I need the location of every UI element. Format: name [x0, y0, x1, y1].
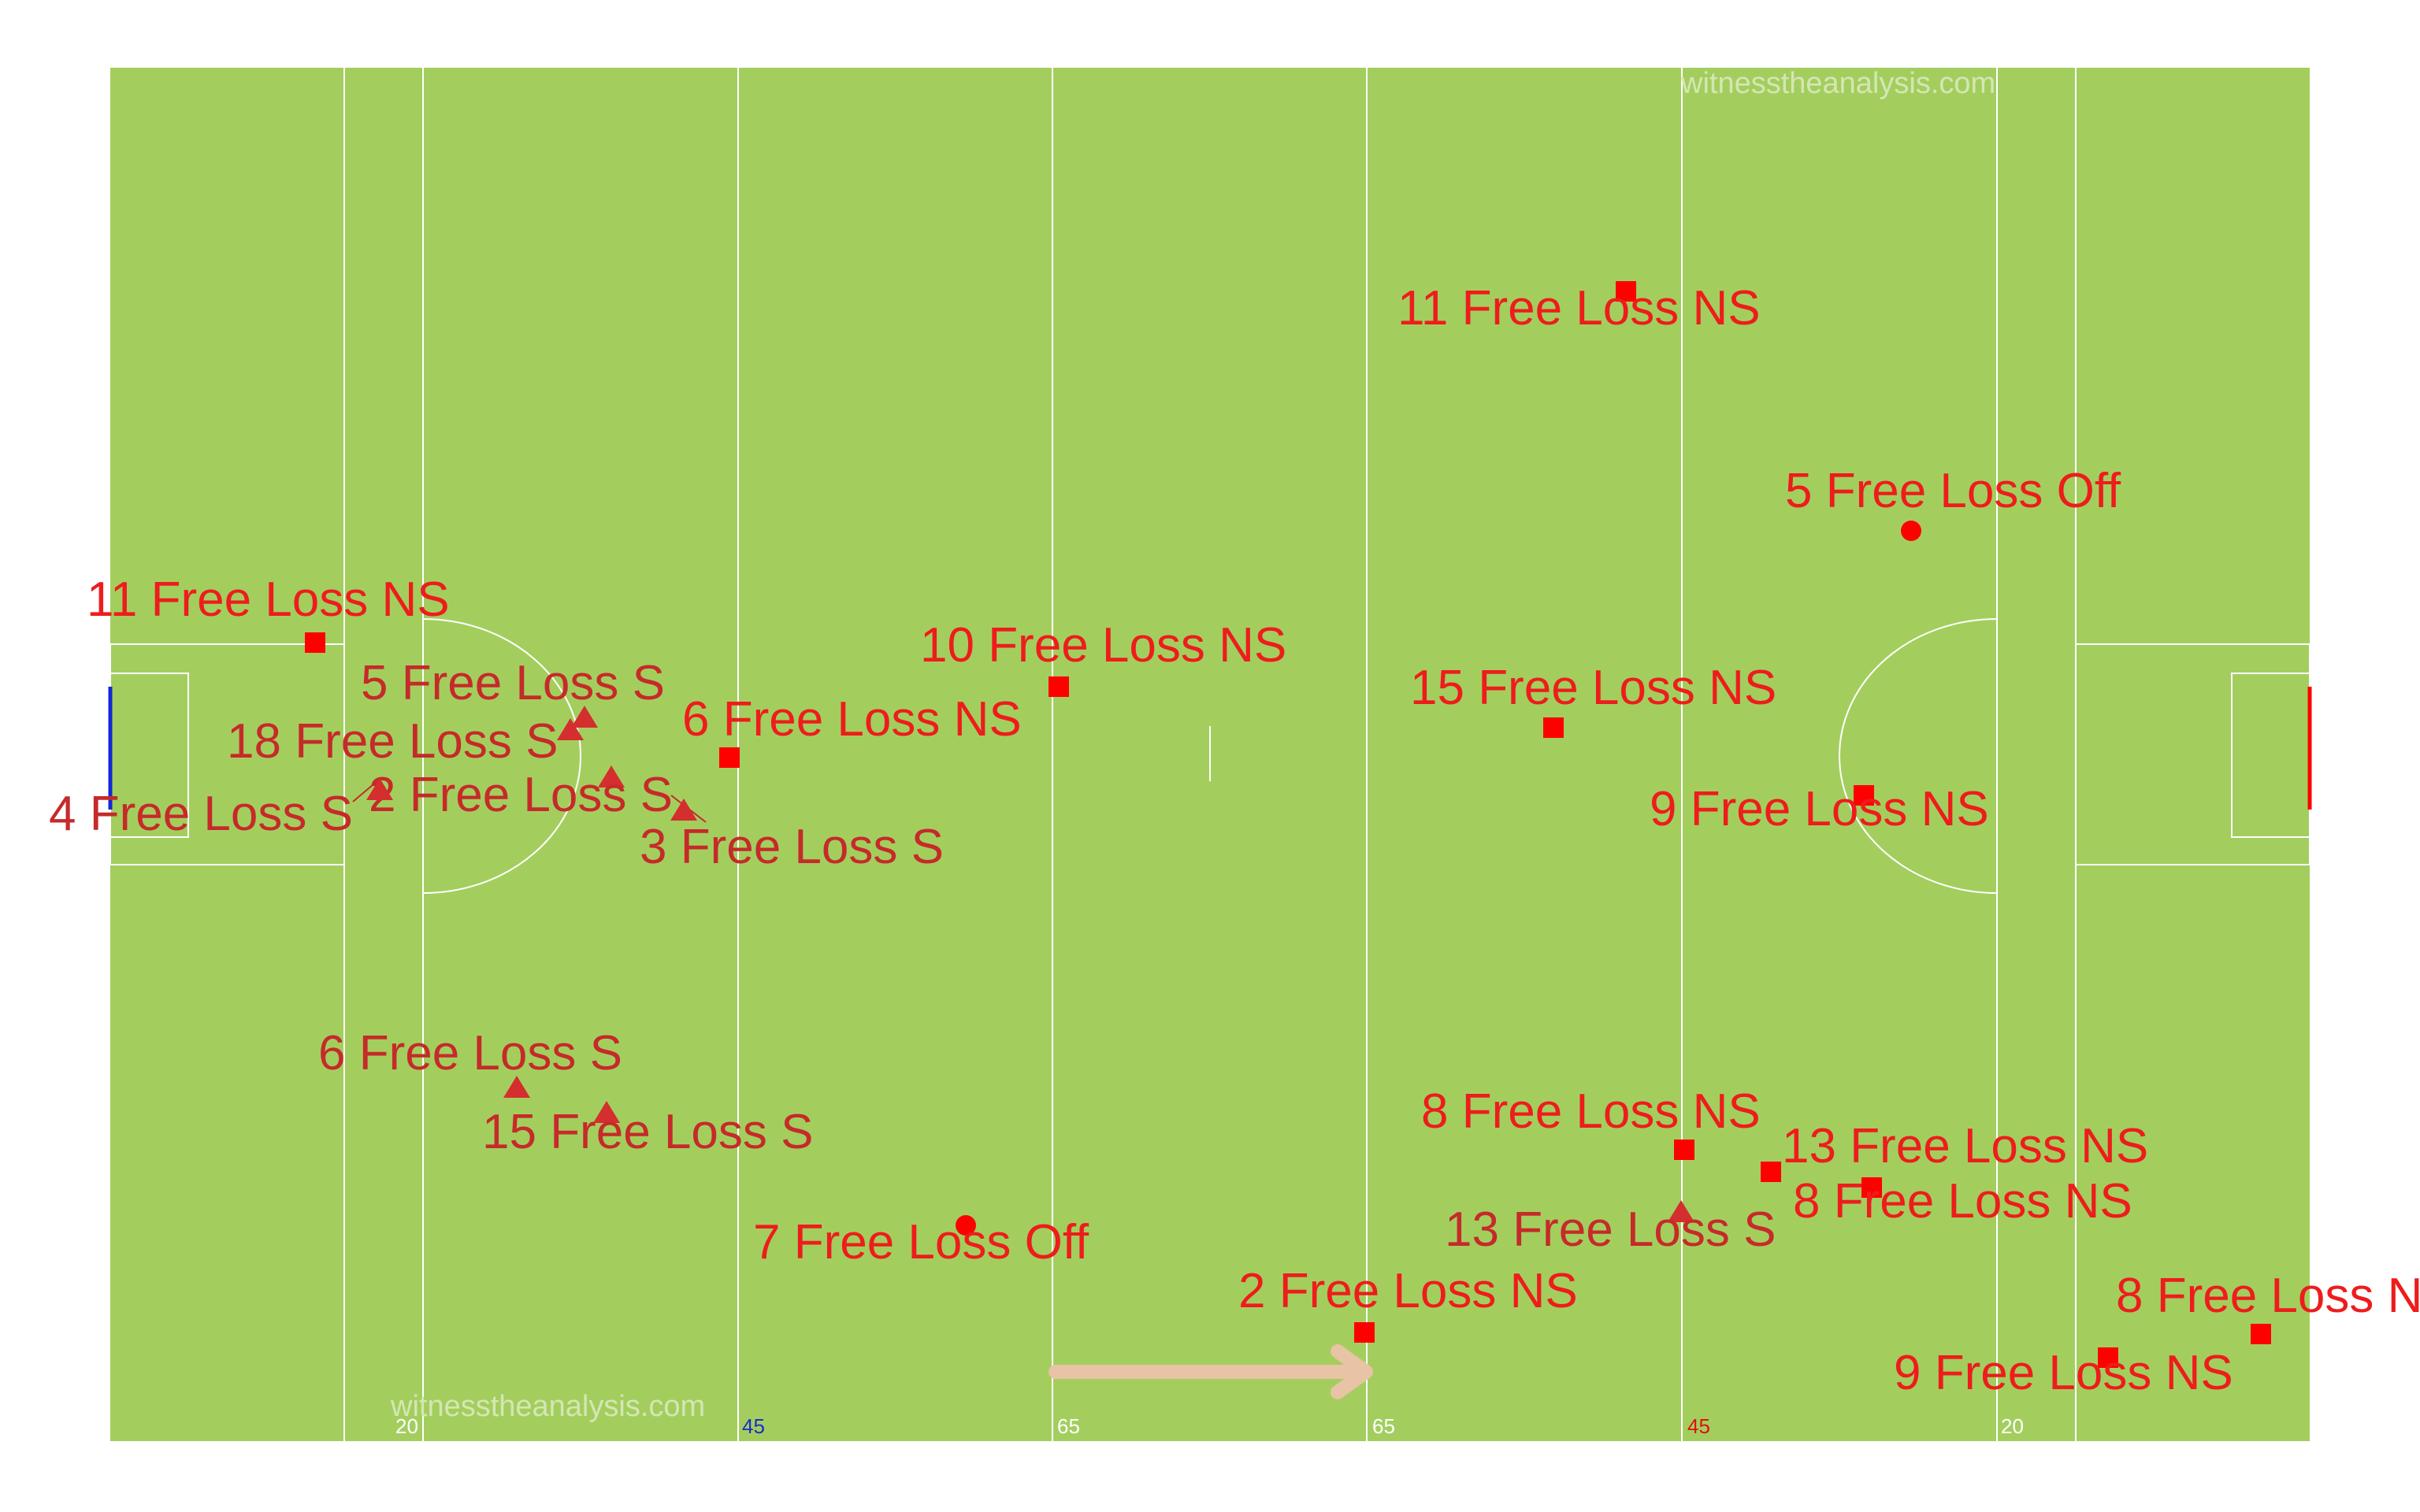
yard-label-left-45: 45	[742, 1414, 765, 1438]
yard-label-left-20: 20	[395, 1414, 418, 1438]
event-marker-2-free-loss-ns-square	[1354, 1322, 1375, 1343]
event-label-13-free-loss-s: 13 Free Loss S	[1445, 1203, 1776, 1257]
event-marker-8-free-loss-ns-square	[1861, 1177, 1882, 1198]
yard-label-left-65: 65	[1057, 1414, 1080, 1438]
event-label-7-free-loss-off: 7 Free Loss Off	[753, 1215, 1089, 1269]
event-marker-4-free-loss-s-triangle	[366, 778, 393, 800]
event-marker-10-free-loss-ns-square	[1049, 676, 1069, 697]
event-marker-11-free-loss-ns-square	[305, 632, 325, 653]
event-label-8-free-loss-ns: 8 Free Loss NS	[1793, 1174, 2132, 1228]
event-marker-9-free-loss-ns-square	[2098, 1347, 2118, 1368]
event-label-18-free-loss-s: 18 Free Loss S	[227, 714, 558, 769]
event-label-2-free-loss-s: 2 Free Loss S	[369, 768, 673, 822]
event-label-8-free-loss-ns: 8 Free Loss NS	[2116, 1269, 2420, 1323]
event-marker-2-free-loss-s-triangle	[598, 765, 625, 788]
event-marker-13-free-loss-ns-square	[1761, 1162, 1781, 1182]
event-label-3-free-loss-s: 3 Free Loss S	[640, 820, 944, 874]
event-label-5-free-loss-s: 5 Free Loss S	[361, 656, 665, 710]
event-marker-5-free-loss-s-triangle	[571, 706, 598, 728]
event-label-15-free-loss-s: 15 Free Loss S	[482, 1105, 813, 1159]
event-marker-7-free-loss-off-circle	[956, 1215, 976, 1236]
event-marker-9-free-loss-ns-square	[1854, 785, 1874, 806]
direction-arrow	[1049, 1344, 1373, 1399]
event-marker-11-free-loss-ns-square	[1616, 281, 1636, 302]
event-label-6-free-loss-s: 6 Free Loss S	[318, 1026, 622, 1080]
event-label-4-free-loss-s: 4 Free Loss S	[49, 787, 353, 841]
direction-arrow-head	[1331, 1344, 1373, 1399]
event-marker-3-free-loss-s-triangle	[670, 799, 697, 821]
event-marker-15-free-loss-s-triangle	[593, 1101, 620, 1123]
watermark-top: witnesstheanalysis.com	[1680, 67, 1995, 100]
event-marker-18-free-loss-s-triangle	[557, 718, 584, 740]
right-d-arc	[1839, 618, 1998, 894]
event-label-9-free-loss-ns: 9 Free Loss NS	[1894, 1346, 2233, 1400]
event-marker-15-free-loss-ns-square	[1543, 717, 1564, 738]
event-label-10-free-loss-ns: 10 Free Loss NS	[920, 618, 1286, 673]
yard-label-right-65: 65	[1372, 1414, 1395, 1438]
yard-labels: 20 45 65 65 45 20	[395, 1414, 2024, 1438]
event-label-11-free-loss-ns: 11 Free Loss NS	[1397, 281, 1761, 335]
events-layer: 11 Free Loss NS 5 Free Loss Off 11 Free Lo…	[49, 281, 2420, 1400]
event-marker-8-free-loss-ns-square	[1674, 1140, 1694, 1160]
pointer-line-4-free-loss-s	[352, 784, 374, 802]
event-marker-6-free-loss-ns-square	[719, 747, 740, 768]
event-label-6-free-loss-ns: 6 Free Loss NS	[682, 692, 1022, 747]
yard-label-right-45: 45	[1687, 1414, 1710, 1438]
event-marker-13-free-loss-s-triangle	[1668, 1200, 1694, 1222]
event-label-9-free-loss-ns: 9 Free Loss NS	[1650, 782, 1989, 836]
left-d-arc	[422, 618, 581, 894]
watermark-bottom: witnesstheanalysis.com	[390, 1390, 705, 1423]
event-label-15-free-loss-ns: 15 Free Loss NS	[1410, 661, 1776, 715]
yard-label-right-20: 20	[2001, 1414, 2024, 1438]
event-label-13-free-loss-ns: 13 Free Loss NS	[1782, 1119, 2148, 1173]
event-label-5-free-loss-off: 5 Free Loss Off	[1785, 464, 2121, 518]
event-marker-8-free-loss-ns-square	[2251, 1324, 2271, 1344]
event-label-11-free-loss-ns: 11 Free Loss NS	[87, 573, 450, 627]
event-label-8-free-loss-ns: 8 Free Loss NS	[1421, 1084, 1761, 1139]
event-marker-6-free-loss-s-triangle	[503, 1076, 530, 1098]
event-marker-5-free-loss-off-circle	[1901, 521, 1921, 541]
event-label-2-free-loss-ns: 2 Free Loss NS	[1238, 1264, 1578, 1318]
